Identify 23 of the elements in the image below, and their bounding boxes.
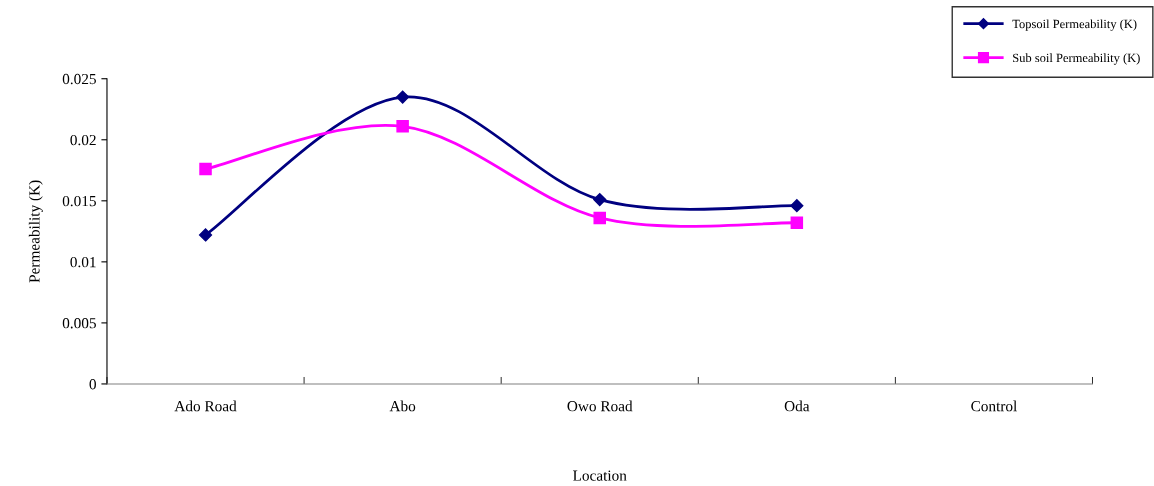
point xyxy=(593,193,607,207)
y-tick-label: 0.02 xyxy=(70,134,96,146)
x-tick-label: Oda xyxy=(784,400,810,412)
y-axis-title: Permeability (K) xyxy=(28,180,43,283)
point xyxy=(790,216,804,230)
x-tick-label: Owo Road xyxy=(567,400,633,412)
y-tick-label: 0.025 xyxy=(62,73,96,85)
point xyxy=(790,199,804,213)
y-tick-label: 0.005 xyxy=(62,318,96,329)
legend-label: Topsoil Permeability (K) xyxy=(1012,19,1137,31)
y-tick-label: 0 xyxy=(89,379,96,390)
point xyxy=(199,162,212,176)
point xyxy=(198,228,213,242)
legend-label: Sub soil Permeability (K) xyxy=(1013,53,1140,65)
x-axis-title: Location xyxy=(573,470,627,481)
point xyxy=(593,211,606,225)
x-tick-label: Abo xyxy=(389,400,416,412)
x-tick-label: Control xyxy=(971,400,1017,412)
point xyxy=(396,120,409,133)
point xyxy=(396,90,410,104)
y-tick-label: 0.015 xyxy=(62,195,96,207)
y-tick-label: 0.01 xyxy=(70,257,96,268)
x-tick-label: Ado Road xyxy=(174,400,237,412)
